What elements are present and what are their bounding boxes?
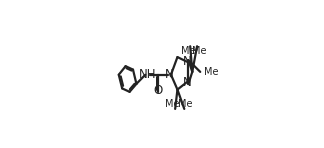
Text: O: O: [154, 84, 163, 97]
Text: Me: Me: [204, 67, 219, 77]
Text: Me: Me: [165, 99, 179, 109]
Text: N: N: [165, 68, 174, 81]
Text: N: N: [183, 55, 192, 68]
Text: NH: NH: [139, 68, 156, 81]
Text: Me: Me: [178, 99, 193, 109]
Text: N: N: [183, 76, 192, 89]
Text: Me: Me: [181, 46, 195, 56]
Text: Me: Me: [192, 46, 207, 56]
